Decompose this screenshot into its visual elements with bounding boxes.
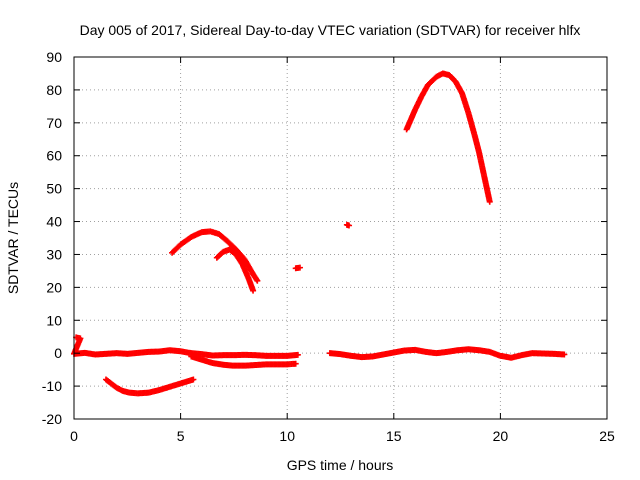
data-series	[71, 334, 301, 359]
x-axis-label: GPS time / hours	[287, 457, 394, 473]
y-tick-label: 40	[46, 214, 62, 230]
x-tick-label: 10	[279, 428, 295, 444]
y-tick-label: -20	[42, 411, 62, 427]
y-tick-label: -10	[42, 378, 62, 394]
data-point-marker	[296, 264, 303, 271]
grid-lines	[74, 57, 607, 419]
data-point-marker	[346, 222, 353, 229]
y-tick-label: 60	[46, 148, 62, 164]
x-tick-label: 5	[177, 428, 185, 444]
plot-area-frame	[73, 56, 608, 420]
data-series	[403, 70, 493, 205]
x-tick-label: 20	[493, 428, 509, 444]
y-tick-label: 50	[46, 181, 62, 197]
data-series	[213, 246, 257, 294]
y-tick-label: 20	[46, 279, 62, 295]
axis-ticks: 0 5 10 15 20 25 -20 -10 0 10 20 30 40 50 60 70 80 90	[42, 49, 615, 444]
data-points	[71, 70, 568, 397]
data-series	[169, 228, 261, 284]
x-tick-label: 15	[386, 428, 402, 444]
data-point-marker	[250, 287, 257, 294]
y-tick-label: 80	[46, 82, 62, 98]
y-tick-label: 70	[46, 115, 62, 131]
y-tick-label: 90	[46, 49, 62, 65]
data-point-marker	[190, 376, 197, 383]
data-point-marker	[561, 351, 568, 358]
chart-title: Day 005 of 2017, Sidereal Day-to-day VTE…	[80, 22, 581, 38]
data-series	[292, 264, 303, 272]
data-point-marker	[486, 198, 493, 205]
y-tick-label: 10	[46, 312, 62, 328]
data-series	[326, 346, 568, 361]
y-tick-label: 0	[54, 345, 62, 361]
y-axis-label: SDTVAR / TECUs	[5, 182, 21, 294]
x-tick-label: 25	[599, 428, 615, 444]
x-tick-label: 0	[70, 428, 78, 444]
data-series	[188, 353, 299, 369]
y-tick-label: 30	[46, 246, 62, 262]
data-series	[343, 221, 353, 229]
data-series	[102, 376, 197, 397]
data-point-marker	[294, 351, 301, 358]
data-point-marker	[292, 360, 299, 367]
data-point-marker	[254, 277, 261, 284]
